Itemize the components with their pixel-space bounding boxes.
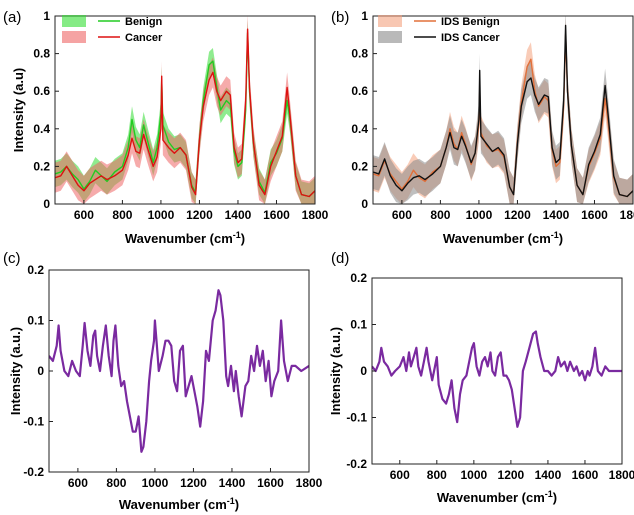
legend: IDS Benign IDS Cancer (378, 15, 500, 44)
plot-area (372, 330, 622, 428)
axes-frame (54, 15, 316, 205)
series-band-1 (55, 16, 315, 204)
y-tick-label: -0.1 (346, 411, 367, 425)
panel-label: (a) (3, 9, 21, 26)
y-tick-label: 0.8 (351, 47, 368, 61)
x-tick-label: 800 (427, 468, 447, 482)
y-tick-label: 0.2 (33, 159, 50, 173)
series-line-1 (373, 24, 633, 198)
x-tick-label: 1000 (461, 468, 488, 482)
y-tick-label: 0.8 (33, 47, 50, 61)
panel-label: (c) (3, 250, 21, 267)
x-axis-title: Wavenumber (cm-1) (125, 230, 245, 246)
y-tick-label: 0.1 (350, 318, 367, 332)
legend-swatch (62, 31, 86, 43)
y-tick-label: 0.6 (33, 84, 50, 98)
y-tick-label: 0 (360, 364, 367, 378)
x-tick-label: 1400 (225, 208, 252, 222)
legend-swatch (378, 15, 402, 27)
legend: Benign Cancer (62, 15, 163, 44)
x-tick-label: 1200 (498, 468, 525, 482)
y-axis-title: Intensity (a.u) (11, 68, 26, 153)
axes-frame (371, 277, 623, 465)
chart-panel-1: (b) 600 800 1000 1200 1400 1600 1800 0 0.2 0.4 0.6 0… (331, 9, 634, 246)
x-tick-label: 1800 (620, 208, 634, 222)
x-tick-label: 600 (392, 208, 412, 222)
x-tick-label: 1600 (257, 476, 284, 490)
x-tick-label: 1800 (609, 468, 634, 482)
x-axis-title: Wavenumber (cm-1) (443, 230, 563, 246)
x-tick-label: 800 (430, 208, 450, 222)
y-tick-label: -0.1 (23, 415, 44, 429)
legend-label: IDS Cancer (441, 32, 500, 44)
y-tick-label: 0.2 (350, 271, 367, 285)
y-tick-label: 1 (43, 9, 50, 23)
legend-label: IDS Benign (441, 16, 500, 28)
chart-panel-3: (d) 600 800 1000 1200 1400 1600 1800 -0.2 -0.1 0 0.… (328, 250, 634, 505)
y-axis-title: Intensity (a.u.) (328, 327, 343, 415)
y-axis-title: Intensity (a.u.) (8, 327, 23, 415)
y-tick-label: 1 (361, 9, 368, 23)
panel-label: (b) (331, 9, 349, 26)
y-tick-label: 0.2 (351, 159, 368, 173)
y-tick-label: 0 (37, 364, 44, 378)
y-tick-label: -0.2 (346, 457, 367, 471)
x-axis-title: Wavenumber (cm-1) (119, 496, 239, 512)
y-tick-label: 0 (43, 197, 50, 211)
series-line-0 (49, 289, 309, 453)
series-line-0 (55, 32, 315, 198)
series-band-1 (373, 16, 633, 204)
x-tick-label: 1600 (581, 208, 608, 222)
y-tick-label: 0.6 (351, 84, 368, 98)
x-tick-label: 1400 (219, 476, 246, 490)
legend-swatch (378, 31, 402, 43)
x-tick-label: 1000 (466, 208, 493, 222)
x-tick-label: 1000 (148, 208, 175, 222)
panel-label: (d) (331, 250, 349, 267)
y-tick-label: -0.2 (23, 465, 44, 479)
plot-area (373, 16, 633, 204)
plot-area (55, 16, 315, 204)
y-tick-label: 0.4 (351, 122, 368, 136)
chart-panel-0: (a) 600 800 1000 1200 1400 1600 1800 0 0.2 0.4 0.6 0… (3, 9, 329, 246)
x-tick-label: 1200 (504, 208, 531, 222)
x-tick-label: 1600 (263, 208, 290, 222)
legend-label: Cancer (125, 32, 163, 44)
series-line-1 (55, 28, 315, 198)
legend-label: Benign (125, 16, 163, 28)
x-tick-label: 1400 (535, 468, 562, 482)
x-tick-label: 800 (112, 208, 132, 222)
x-tick-label: 600 (74, 208, 94, 222)
x-tick-label: 1000 (142, 476, 169, 490)
x-tick-label: 800 (106, 476, 126, 490)
x-tick-label: 1200 (180, 476, 207, 490)
x-tick-label: 1800 (302, 208, 329, 222)
series-line-0 (372, 330, 622, 428)
y-tick-label: 0.4 (33, 122, 50, 136)
y-tick-label: 0.2 (27, 263, 44, 277)
x-tick-label: 1400 (543, 208, 570, 222)
x-tick-label: 1200 (186, 208, 213, 222)
chart-panel-2: (c) 600 800 1000 1200 1400 1600 1800 -0.2 -0.1 0 0.… (3, 250, 323, 512)
x-tick-label: 600 (68, 476, 88, 490)
plot-area (49, 289, 309, 453)
legend-swatch (62, 15, 86, 27)
axes-frame (372, 15, 634, 205)
x-tick-label: 1600 (572, 468, 599, 482)
y-tick-label: 0 (361, 197, 368, 211)
x-tick-label: 1800 (296, 476, 323, 490)
x-tick-label: 600 (390, 468, 410, 482)
x-axis-title: Wavenumber (cm-1) (437, 489, 557, 505)
y-tick-label: 0.1 (27, 314, 44, 328)
